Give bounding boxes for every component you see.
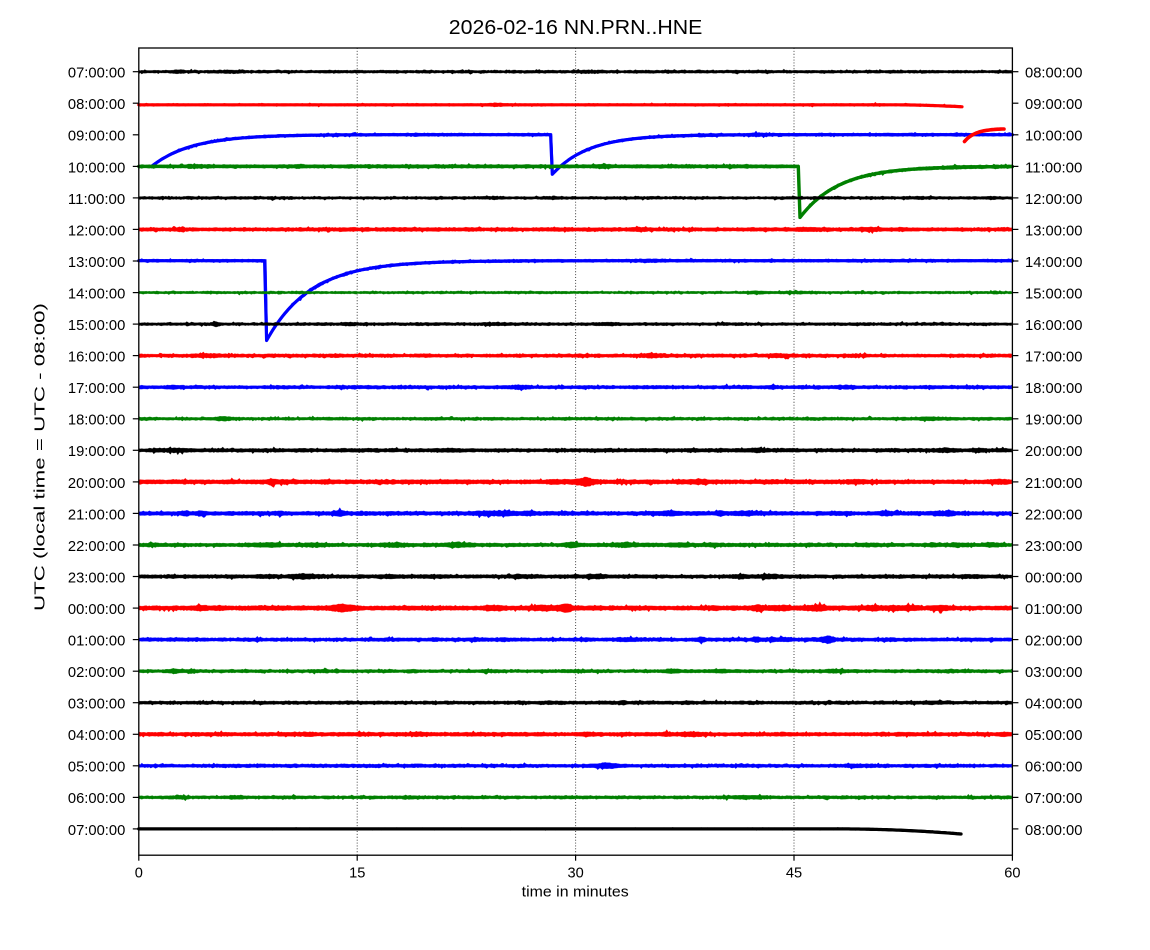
svg-text:14:00:00: 14:00:00 bbox=[68, 286, 125, 302]
svg-text:22:00:00: 22:00:00 bbox=[68, 539, 125, 555]
svg-text:45: 45 bbox=[786, 866, 802, 882]
svg-text:09:00:00: 09:00:00 bbox=[1025, 97, 1082, 113]
svg-text:04:00:00: 04:00:00 bbox=[1025, 697, 1082, 713]
svg-text:07:00:00: 07:00:00 bbox=[68, 823, 125, 839]
svg-text:08:00:00: 08:00:00 bbox=[1025, 823, 1082, 839]
svg-text:00:00:00: 00:00:00 bbox=[68, 602, 125, 618]
svg-text:16:00:00: 16:00:00 bbox=[1025, 318, 1082, 334]
svg-text:09:00:00: 09:00:00 bbox=[68, 129, 125, 145]
svg-text:05:00:00: 05:00:00 bbox=[1025, 728, 1082, 744]
svg-text:18:00:00: 18:00:00 bbox=[1025, 381, 1082, 397]
svg-text:18:00:00: 18:00:00 bbox=[68, 413, 125, 429]
svg-text:17:00:00: 17:00:00 bbox=[68, 381, 125, 397]
svg-text:13:00:00: 13:00:00 bbox=[1025, 223, 1082, 239]
svg-text:2026-02-16 NN.PRN..HNE: 2026-02-16 NN.PRN..HNE bbox=[449, 16, 703, 39]
svg-text:19:00:00: 19:00:00 bbox=[1025, 413, 1082, 429]
svg-text:12:00:00: 12:00:00 bbox=[68, 223, 125, 239]
svg-text:00:00:00: 00:00:00 bbox=[1025, 570, 1082, 586]
svg-text:16:00:00: 16:00:00 bbox=[68, 350, 125, 366]
svg-text:20:00:00: 20:00:00 bbox=[1025, 444, 1082, 460]
svg-text:UTC (local time = UTC - 08:00): UTC (local time = UTC - 08:00) bbox=[33, 303, 49, 611]
svg-text:21:00:00: 21:00:00 bbox=[68, 507, 125, 523]
svg-text:10:00:00: 10:00:00 bbox=[68, 160, 125, 176]
svg-text:15:00:00: 15:00:00 bbox=[1025, 286, 1082, 302]
svg-text:07:00:00: 07:00:00 bbox=[1025, 791, 1082, 807]
svg-text:06:00:00: 06:00:00 bbox=[1025, 760, 1082, 776]
svg-text:19:00:00: 19:00:00 bbox=[68, 444, 125, 460]
svg-text:01:00:00: 01:00:00 bbox=[68, 634, 125, 650]
svg-text:0: 0 bbox=[135, 866, 143, 882]
svg-text:11:00:00: 11:00:00 bbox=[68, 192, 125, 208]
svg-text:13:00:00: 13:00:00 bbox=[68, 255, 125, 271]
svg-text:10:00:00: 10:00:00 bbox=[1025, 129, 1082, 145]
svg-text:03:00:00: 03:00:00 bbox=[1025, 665, 1082, 681]
svg-text:17:00:00: 17:00:00 bbox=[1025, 350, 1082, 366]
svg-text:06:00:00: 06:00:00 bbox=[68, 791, 125, 807]
svg-text:15: 15 bbox=[349, 866, 365, 882]
svg-text:02:00:00: 02:00:00 bbox=[68, 665, 125, 681]
svg-text:07:00:00: 07:00:00 bbox=[68, 66, 125, 82]
svg-text:08:00:00: 08:00:00 bbox=[1025, 66, 1082, 82]
svg-text:23:00:00: 23:00:00 bbox=[1025, 539, 1082, 555]
svg-text:22:00:00: 22:00:00 bbox=[1025, 507, 1082, 523]
svg-text:30: 30 bbox=[567, 866, 583, 882]
svg-text:11:00:00: 11:00:00 bbox=[1025, 160, 1082, 176]
svg-text:04:00:00: 04:00:00 bbox=[68, 728, 125, 744]
svg-text:12:00:00: 12:00:00 bbox=[1025, 192, 1082, 208]
svg-text:14:00:00: 14:00:00 bbox=[1025, 255, 1082, 271]
svg-text:08:00:00: 08:00:00 bbox=[68, 97, 125, 113]
svg-text:20:00:00: 20:00:00 bbox=[68, 476, 125, 492]
svg-text:03:00:00: 03:00:00 bbox=[68, 697, 125, 713]
svg-text:time in minutes: time in minutes bbox=[522, 885, 629, 901]
svg-text:21:00:00: 21:00:00 bbox=[1025, 476, 1082, 492]
svg-text:23:00:00: 23:00:00 bbox=[68, 570, 125, 586]
svg-text:60: 60 bbox=[1004, 866, 1020, 882]
svg-text:15:00:00: 15:00:00 bbox=[68, 318, 125, 334]
svg-text:05:00:00: 05:00:00 bbox=[68, 760, 125, 776]
svg-text:01:00:00: 01:00:00 bbox=[1025, 602, 1082, 618]
svg-text:02:00:00: 02:00:00 bbox=[1025, 634, 1082, 650]
